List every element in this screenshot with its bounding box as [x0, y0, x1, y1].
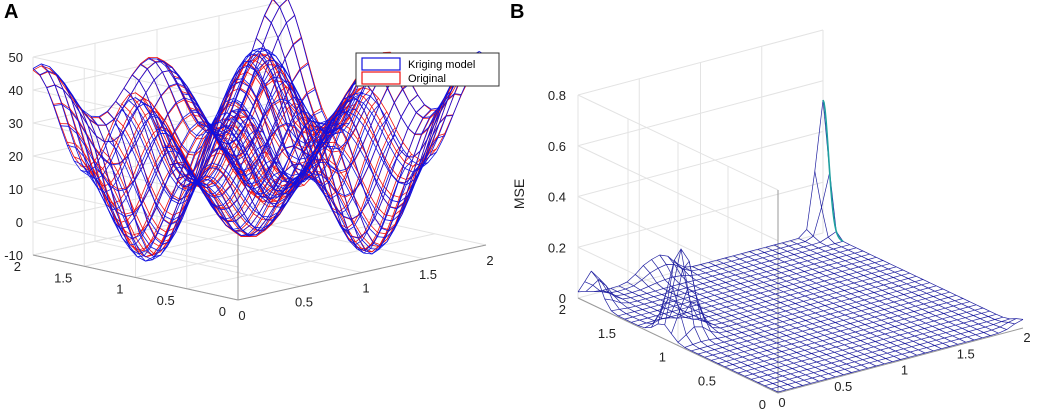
b-z-tick-label: 0.4: [548, 190, 566, 205]
b-grid-wall-x0: [577, 246, 779, 343]
a-z-tick-label: 0: [16, 215, 23, 230]
a-x-tick-label: 1.5: [419, 267, 437, 282]
mse-mesh-line: [597, 240, 844, 300]
a-grid-floor: [84, 210, 333, 267]
b-y-tick-label: 2: [559, 302, 566, 317]
legend: Kriging model Original: [355, 52, 500, 87]
panel-a-surfaces: [32, 0, 487, 262]
mse-mesh-line: [806, 229, 1007, 330]
a-z-tick-label: -10: [4, 248, 23, 263]
b-y-tick-label: 0: [759, 397, 766, 411]
b-x-tick-label: 0.5: [834, 379, 852, 394]
mse-mesh-line: [611, 247, 857, 312]
b-x-tick-label: 1.5: [957, 346, 975, 361]
mse-mesh-line: [577, 99, 824, 293]
a-grid-floor: [135, 222, 384, 278]
a-z-tick-label: 50: [9, 50, 23, 65]
b-grid-wall-x0: [577, 145, 779, 242]
a-x-tick-label: 1: [362, 281, 369, 296]
mse-mesh-line: [822, 99, 1024, 320]
b-grid-wall-y2: [577, 29, 824, 96]
mse-mesh-line: [626, 281, 828, 380]
a-x-tick-label: 2: [486, 253, 493, 268]
mse-mesh-line: [594, 248, 795, 389]
a-y-axis: [32, 254, 239, 301]
b-y-tick-label: 1.5: [598, 326, 616, 341]
a-x-tick-label: 0: [238, 308, 245, 323]
panel-b-gridlines: [577, 29, 1024, 394]
mse-mesh-line: [591, 231, 837, 297]
kriging-mesh-line: [32, 0, 273, 134]
b-grid-wall-y2: [577, 232, 824, 299]
mse-mesh-line: [771, 318, 1017, 390]
legend-label-kriging: Kriging model: [408, 59, 475, 71]
panel-label-b: B: [510, 1, 524, 23]
a-y-tick-label: 1.5: [54, 270, 72, 285]
a-y-tick-label: 2: [14, 259, 21, 274]
b-grid-wall-x0: [577, 94, 779, 191]
a-y-tick-label: 0: [219, 304, 226, 319]
panel-label-a: A: [4, 1, 18, 23]
mse-mesh-line: [604, 244, 850, 304]
mse-mesh-line: [584, 172, 831, 294]
b-z-tick-label: 0.6: [548, 139, 566, 154]
panel-b-surface: [577, 99, 1024, 393]
mse-mesh-line: [798, 237, 999, 334]
a-y-tick-label: 0.5: [157, 293, 175, 308]
b-grid-wall-y2: [577, 181, 824, 248]
b-grid-wall-y2: [577, 131, 824, 197]
mse-mesh-line: [777, 319, 1024, 393]
b-z-tick-label: 0: [559, 291, 566, 306]
b-z-tick-label: 0.8: [548, 88, 566, 103]
mse-peak-ridge: [822, 99, 844, 242]
b-z-tick-label: 0.2: [548, 240, 566, 255]
a-x-axis: [237, 244, 487, 301]
panel-b-z-axis-label: MSE: [511, 179, 527, 209]
a-z-tick-label: 10: [9, 182, 23, 197]
b-y-axis: [577, 297, 779, 394]
b-y-tick-label: 0.5: [698, 373, 716, 388]
a-x-tick-label: 0.5: [295, 294, 313, 309]
b-x-tick-label: 2: [1023, 330, 1030, 345]
legend-swatch-kriging: [361, 57, 401, 71]
a-z-tick-label: 30: [9, 116, 23, 131]
mse-mesh-line: [790, 240, 991, 336]
kriging-mesh-line: [247, 63, 453, 184]
mse-mesh-line: [677, 279, 924, 343]
a-grid-wall-x0: [32, 56, 239, 103]
b-y-tick-label: 1: [659, 350, 666, 365]
a-grid-wall-x0: [32, 221, 239, 268]
kriging-mesh-line: [53, 37, 302, 166]
b-grid-wall-y2: [577, 80, 824, 147]
kriging-mesh-line: [46, 15, 295, 145]
a-grid-wall-y2: [32, 199, 282, 256]
legend-label-original: Original: [408, 73, 446, 85]
b-x-tick-label: 1: [901, 363, 908, 378]
b-grid-wall-x0: [577, 196, 779, 292]
mse-mesh-line: [814, 171, 1015, 325]
legend-swatch-original: [361, 71, 401, 85]
b-x-axis: [777, 327, 1024, 394]
a-grid-wall-y2: [32, 1, 282, 58]
a-z-tick-label: 20: [9, 149, 23, 164]
b-x-tick-label: 0: [778, 395, 785, 410]
a-y-tick-label: 1: [116, 282, 123, 297]
a-z-tick-label: 40: [9, 83, 23, 98]
